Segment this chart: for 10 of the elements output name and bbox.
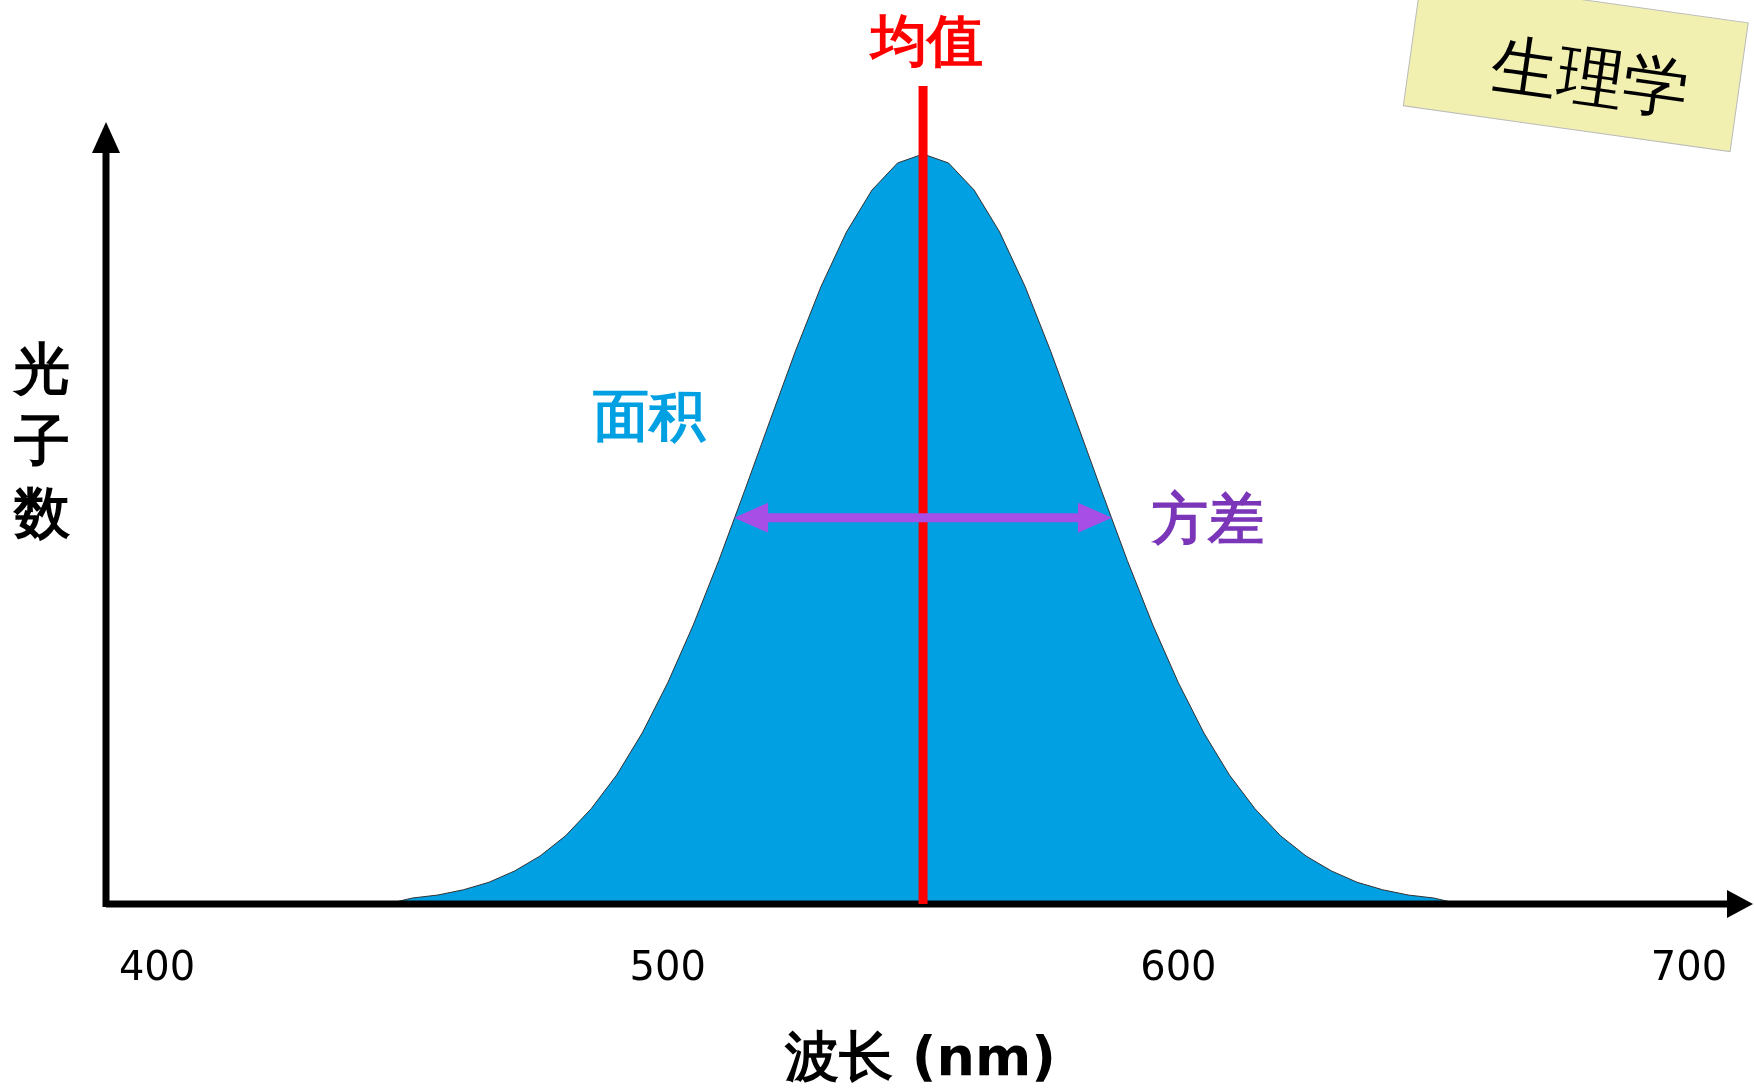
x-tick-label: 500: [629, 943, 706, 989]
x-tick-label: 700: [1650, 943, 1728, 989]
annotation: 面积: [593, 383, 707, 448]
x-tick-label: 600: [1140, 943, 1217, 989]
x-tick-label: 400: [118, 943, 196, 989]
text: 生理学: [1486, 25, 1694, 130]
y-axis-title: 光子数: [12, 336, 71, 545]
x-axis-title: 波长 (nm): [784, 1025, 1056, 1088]
ref-line-label: 均值: [868, 8, 984, 73]
annotation: 方差: [1150, 485, 1264, 551]
